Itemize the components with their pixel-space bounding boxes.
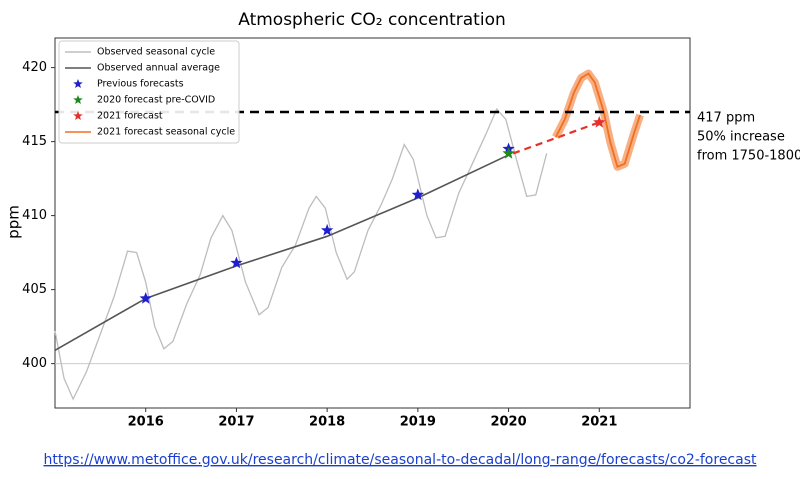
legend-label: 2021 forecast seasonal cycle	[97, 127, 235, 138]
y-tick-label: 400	[22, 356, 47, 371]
chart-title: Atmospheric CO₂ concentration	[238, 10, 506, 30]
legend-label: Observed seasonal cycle	[97, 47, 215, 58]
x-tick-label: 2017	[218, 415, 254, 430]
source-link[interactable]: https://www.metoffice.gov.uk/research/cl…	[43, 452, 757, 468]
x-tick-label: 2019	[400, 415, 436, 430]
legend-marker	[73, 95, 83, 105]
y-tick-label: 415	[22, 134, 47, 149]
legend-marker	[73, 111, 83, 121]
x-tick-label: 2021	[581, 415, 617, 430]
star-marker	[502, 146, 515, 159]
y-tick-label: 405	[22, 282, 47, 297]
y-axis-label: ppm	[5, 205, 23, 239]
x-tick-label: 2018	[309, 415, 345, 430]
star-marker	[320, 223, 334, 236]
star-marker	[139, 291, 152, 304]
y-tick-label: 410	[22, 208, 47, 223]
series-line	[554, 72, 641, 168]
legend-label: Previous forecasts	[97, 79, 184, 90]
series-line	[54, 154, 509, 351]
annotation: from 1750-1800	[697, 149, 800, 164]
forecast-dashed-line	[512, 121, 600, 155]
legend-box	[58, 40, 240, 144]
star-marker	[593, 115, 606, 128]
star-marker	[230, 256, 243, 269]
legend-label: Observed annual average	[97, 63, 220, 74]
plot-area	[54, 37, 691, 409]
star-marker	[411, 188, 425, 201]
legend-label: 2020 forecast pre-COVID	[97, 95, 215, 106]
annotation: 50% increase	[697, 130, 785, 145]
x-tick-label: 2020	[490, 415, 526, 430]
legend-label: 2021 forecast	[97, 111, 163, 122]
x-tick-label: 2016	[128, 415, 164, 430]
y-tick-label: 420	[22, 60, 47, 75]
legend-marker	[73, 79, 83, 89]
annotation: 417 ppm	[697, 111, 755, 126]
